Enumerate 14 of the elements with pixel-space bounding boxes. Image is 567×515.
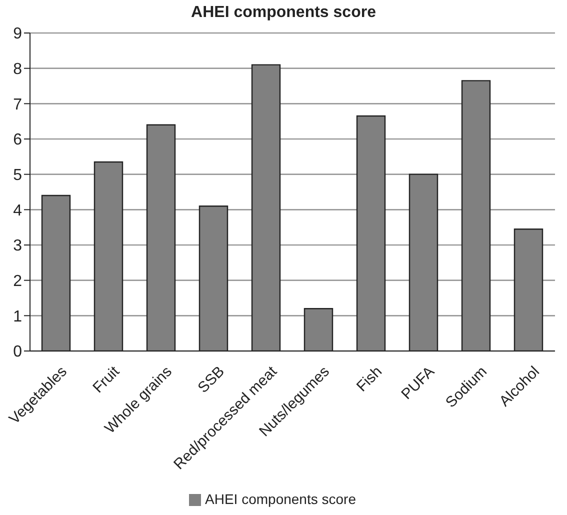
y-tick-label: 7 <box>13 96 22 114</box>
chart-title: AHEI components score <box>190 4 377 22</box>
x-tick-label: Fish <box>353 363 386 396</box>
y-tick-label: 0 <box>13 344 22 361</box>
y-tick-label: 5 <box>13 167 22 184</box>
y-tick-label: 8 <box>13 61 22 78</box>
y-tick-label: 6 <box>13 132 22 149</box>
x-tick-label: SSB <box>194 363 228 396</box>
y-tick-label: 1 <box>13 308 22 326</box>
y-tick-label: 3 <box>13 238 22 255</box>
legend-label: AHEI components score <box>205 491 356 507</box>
y-tick-label: 9 <box>13 26 22 43</box>
y-tick-label: 4 <box>13 202 22 220</box>
y-tick-label: 2 <box>13 273 22 290</box>
